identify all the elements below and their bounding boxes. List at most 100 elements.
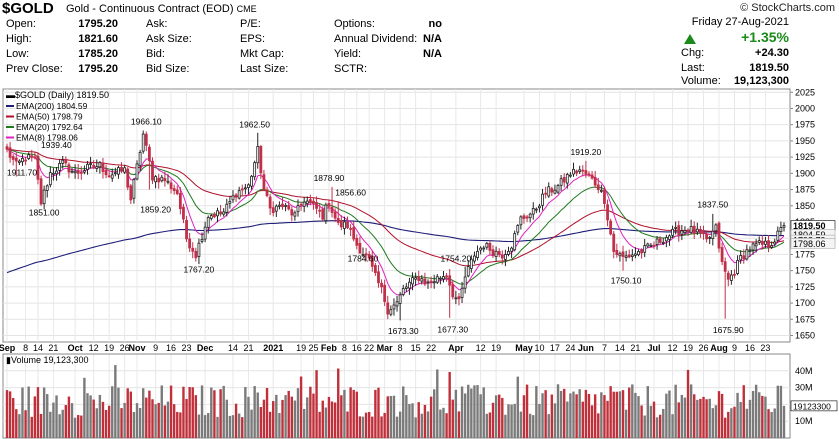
candle-body [686, 229, 690, 232]
volume-bar [76, 415, 80, 438]
volume-bar [436, 369, 439, 438]
candle-body [182, 206, 185, 220]
x-tick-label: 21 [630, 343, 640, 353]
volume-bar [643, 415, 646, 438]
candle-body [408, 281, 411, 289]
pct-change: +1.35% [741, 29, 789, 45]
price-label: 1911.70 [7, 167, 37, 177]
volume-bar [634, 392, 637, 438]
price-label: 1767.20 [184, 265, 215, 275]
candle-body [287, 205, 291, 210]
candle-body [268, 196, 272, 209]
candle-body [147, 146, 151, 162]
candle-body [191, 247, 195, 252]
price-label: 1750.10 [611, 276, 642, 286]
price-label: 1878.90 [314, 173, 345, 183]
volume-bar [504, 414, 507, 438]
volume-bar [754, 384, 758, 438]
volume-bar [58, 414, 61, 438]
candle-body [463, 276, 467, 289]
volume-bar [600, 392, 603, 438]
volume-bar [624, 409, 628, 438]
volume-bar [42, 387, 46, 438]
x-tick-label: 15 [411, 343, 421, 353]
candle-body [445, 275, 448, 278]
volume-bar [172, 404, 176, 438]
candle-body [284, 205, 288, 207]
volume-bar [491, 402, 495, 438]
candle-body [764, 240, 767, 245]
candle-body [562, 176, 566, 183]
candle-body [339, 220, 343, 228]
candle-body [259, 145, 263, 174]
candle-body [132, 179, 136, 199]
candle-body [197, 242, 201, 257]
candle-body [674, 226, 678, 229]
x-tick-label: 2021 [263, 343, 283, 353]
volume-bar [383, 412, 386, 438]
candle-body [293, 212, 297, 217]
grid-lines [2, 88, 791, 438]
candle-body [42, 189, 46, 205]
volume-bar [686, 369, 690, 438]
volume-bar [281, 399, 284, 438]
x-tick-label: 22 [364, 343, 374, 353]
candle-body [435, 276, 439, 283]
candle-body [120, 166, 123, 172]
candle-body [754, 243, 758, 247]
candle-body [278, 204, 281, 207]
candle-body [361, 254, 365, 256]
volume-bar [185, 398, 188, 438]
volume-bar [64, 404, 68, 438]
volume-bar [268, 411, 272, 438]
volume-bar [176, 411, 179, 438]
volume-bar [655, 417, 659, 438]
volume-bar [631, 384, 634, 438]
candle-body [507, 250, 510, 255]
candle-body [429, 280, 433, 283]
volume-bar [203, 415, 207, 438]
volume-bar [556, 384, 560, 438]
quote-prevclose-value: 1795.20 [78, 63, 118, 75]
volume-bar [569, 393, 572, 438]
candle-body [253, 162, 257, 178]
candle-body [250, 175, 253, 187]
candle-body [767, 240, 770, 248]
volume-bar [773, 408, 776, 438]
volume-bar [364, 412, 368, 438]
price-label: 1856.60 [335, 187, 366, 197]
candle-body [420, 278, 424, 282]
last-label: Last: [681, 62, 705, 74]
candle-body [61, 159, 65, 164]
quote-high-label: High: [6, 33, 32, 45]
quote-ask-label: Ask: [146, 18, 168, 30]
volume-bar [361, 416, 365, 438]
volume-bar [237, 413, 241, 438]
volume-bar [448, 372, 451, 438]
candle-body [367, 253, 371, 259]
candle-body [240, 188, 244, 191]
brand-label[interactable]: © StockCharts.com [740, 2, 835, 14]
volume-bar [333, 402, 337, 438]
volume-bar [658, 414, 662, 438]
candle-body [117, 167, 120, 175]
price-label: 1939.40 [41, 140, 72, 150]
candle-body [658, 238, 662, 243]
x-tick-label: Sep [0, 343, 16, 353]
volume-bar [61, 409, 64, 438]
candle-body [129, 185, 133, 201]
volume-bar [272, 401, 275, 438]
volume-bar [129, 391, 133, 438]
candle-body [544, 192, 548, 195]
volume-bar [210, 387, 213, 438]
volume-bar [525, 384, 529, 438]
volume-bar [445, 413, 448, 438]
candle-body [209, 215, 213, 219]
volume-bar [563, 388, 566, 438]
candle-body [5, 146, 9, 150]
quote-asksize-label: Ask Size: [146, 33, 192, 45]
x-tick-label: 12 [476, 343, 486, 353]
volume-bar [46, 394, 49, 438]
volume-bar [197, 414, 201, 438]
candle-body [624, 255, 628, 258]
